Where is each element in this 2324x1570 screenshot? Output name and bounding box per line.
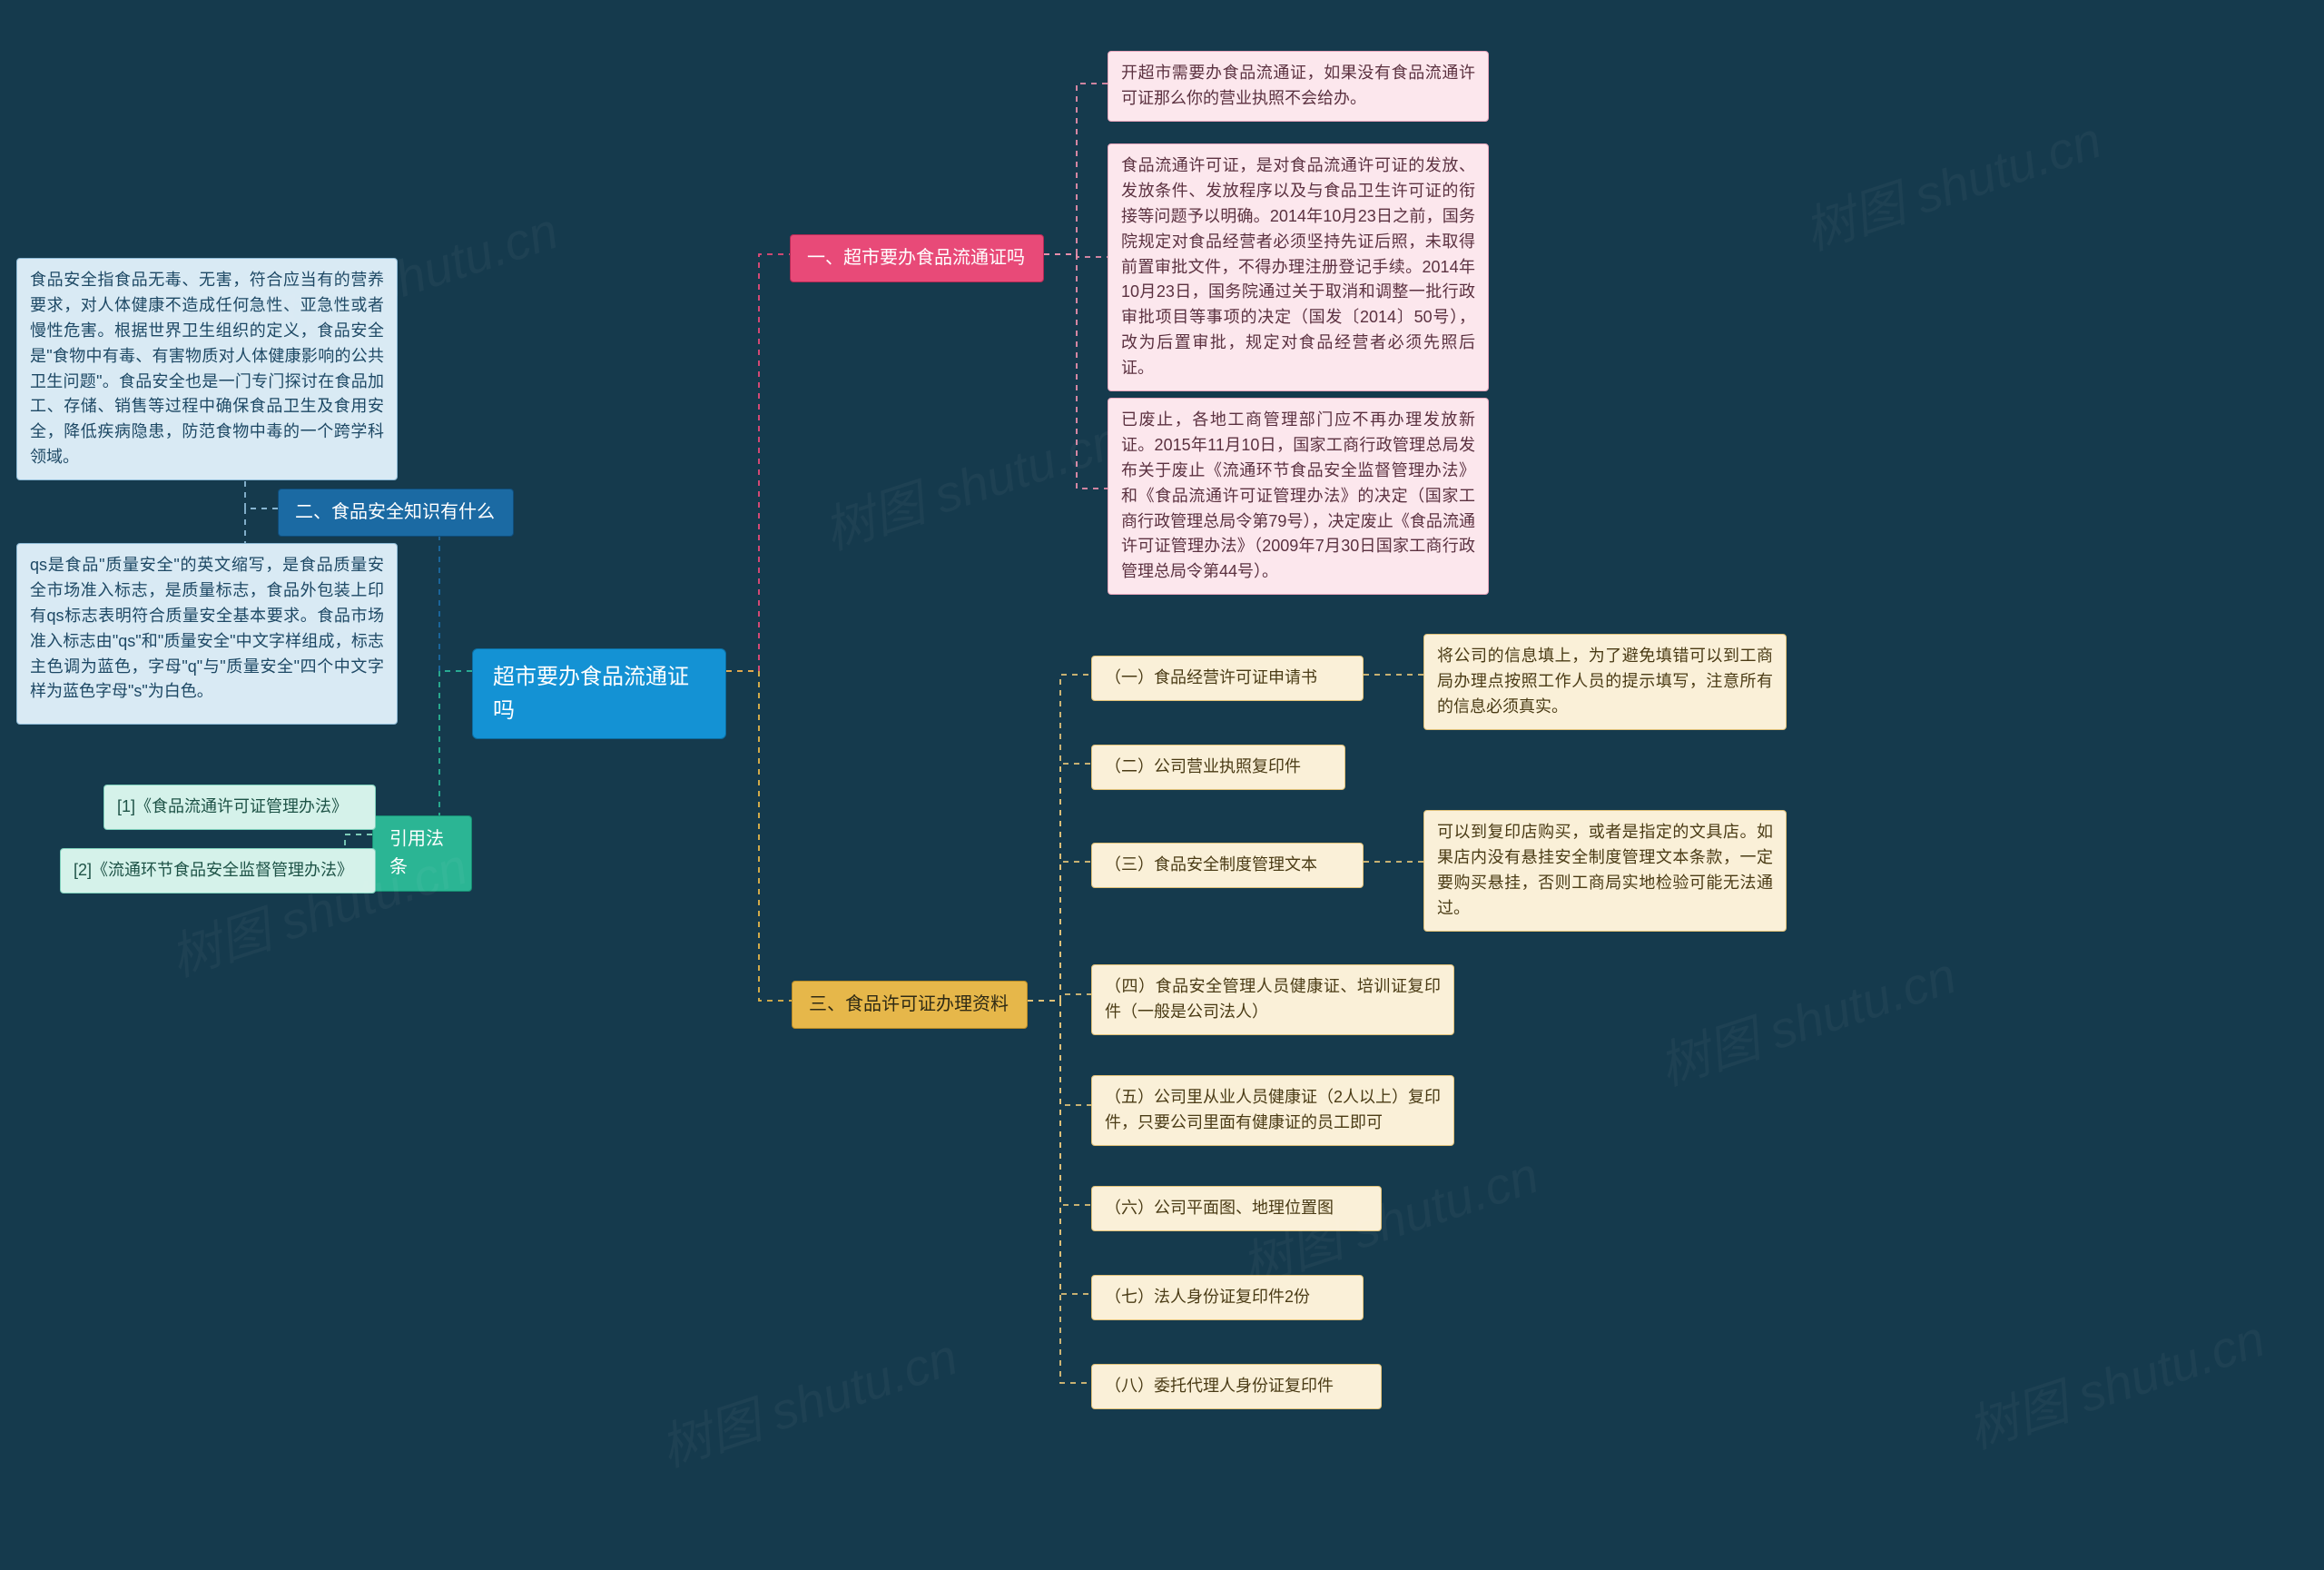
b1_1[interactable]: 开超市需要办食品流通证，如果没有食品流通许可证那么你的营业执照不会给办。 bbox=[1108, 51, 1489, 122]
b3_4[interactable]: （四）食品安全管理人员健康证、培训证复印件（一般是公司法人） bbox=[1091, 964, 1454, 1035]
connector bbox=[1044, 254, 1108, 257]
connector bbox=[1044, 254, 1108, 489]
connector bbox=[1028, 1001, 1091, 1294]
b2_1[interactable]: 食品安全指食品无毒、无害，符合应当有的营养要求，对人体健康不造成任何急性、亚急性… bbox=[16, 258, 398, 480]
b1[interactable]: 一、超市要办食品流通证吗 bbox=[790, 234, 1044, 282]
watermark: 树图 shutu.cn bbox=[813, 400, 1129, 565]
connector bbox=[726, 671, 792, 1001]
connector bbox=[1028, 862, 1091, 1001]
b1_2[interactable]: 食品流通许可证，是对食品流通许可证的发放、发放条件、发放程序以及与食品卫生许可证… bbox=[1108, 143, 1489, 391]
connector bbox=[1028, 1001, 1091, 1105]
b3[interactable]: 三、食品许可证办理资料 bbox=[792, 981, 1028, 1029]
b3_2[interactable]: （二）公司营业执照复印件 bbox=[1091, 745, 1345, 790]
b3_5[interactable]: （五）公司里从业人员健康证（2人以上）复印件，只要公司里面有健康证的员工即可 bbox=[1091, 1075, 1454, 1146]
b3_1a[interactable]: 将公司的信息填上，为了避免填错可以到工商局办理点按照工作人员的提示填写，注意所有… bbox=[1423, 634, 1787, 730]
root[interactable]: 超市要办食品流通证吗 bbox=[472, 648, 726, 739]
b4_2[interactable]: [2]《流通环节食品安全监督管理办法》 bbox=[60, 848, 376, 894]
connector bbox=[1028, 994, 1091, 1001]
b2_2[interactable]: qs是食品"质量安全"的英文缩写，是食品质量安全市场准入标志，是质量标志，食品外… bbox=[16, 543, 398, 725]
watermark: 树图 shutu.cn bbox=[650, 1317, 966, 1482]
connector bbox=[1028, 675, 1091, 1001]
watermark: 树图 shutu.cn bbox=[1957, 1298, 2273, 1464]
connector bbox=[726, 254, 790, 671]
b2[interactable]: 二、食品安全知识有什么 bbox=[278, 489, 514, 537]
b4[interactable]: 引用法条 bbox=[372, 815, 472, 892]
b3_3[interactable]: （三）食品安全制度管理文本 bbox=[1091, 843, 1364, 888]
b3_6[interactable]: （六）公司平面图、地理位置图 bbox=[1091, 1186, 1382, 1231]
connector bbox=[1044, 84, 1108, 254]
connector bbox=[1028, 1001, 1091, 1205]
watermark: 树图 shutu.cn bbox=[1794, 100, 2110, 265]
b3_7[interactable]: （七）法人身份证复印件2份 bbox=[1091, 1275, 1364, 1320]
connector bbox=[439, 671, 472, 834]
connector bbox=[1028, 764, 1091, 1001]
b3_1[interactable]: （一）食品经营许可证申请书 bbox=[1091, 656, 1364, 701]
watermark: 树图 shutu.cn bbox=[1649, 935, 1965, 1101]
connector bbox=[1028, 1001, 1091, 1383]
b3_8[interactable]: （八）委托代理人身份证复印件 bbox=[1091, 1364, 1382, 1409]
b3_3a[interactable]: 可以到复印店购买，或者是指定的文具店。如果店内没有悬挂安全制度管理文本条款，一定… bbox=[1423, 810, 1787, 932]
b4_1[interactable]: [1]《食品流通许可证管理办法》 bbox=[103, 785, 376, 830]
b1_3[interactable]: 已废止，各地工商管理部门应不再办理发放新证。2015年11月10日，国家工商行政… bbox=[1108, 398, 1489, 595]
